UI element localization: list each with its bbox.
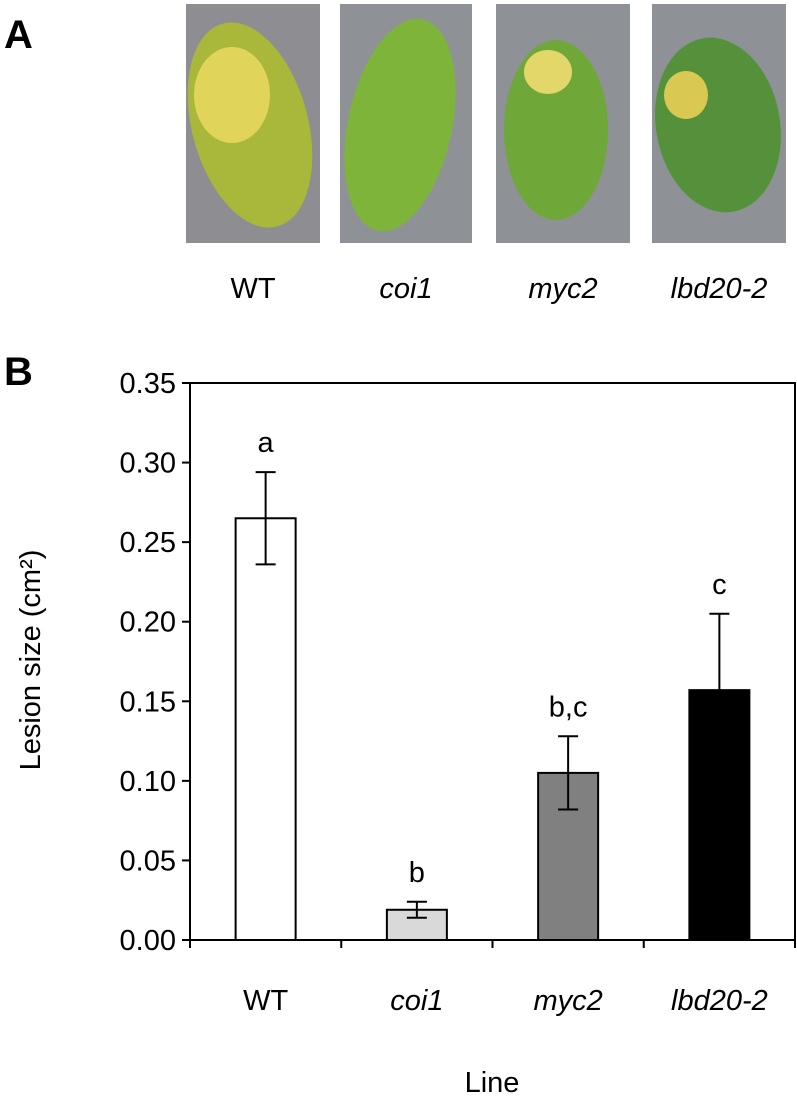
photo-label: coi1 <box>379 273 432 305</box>
significance-label: b <box>409 857 425 889</box>
leaf-photos <box>186 4 786 243</box>
x-tick-label: lbd20-2 <box>671 985 768 1017</box>
leaf <box>344 18 456 232</box>
y-tick-label: 0.05 <box>120 845 176 877</box>
y-axis-label: Lesion size (cm²) <box>15 550 47 771</box>
y-tick-label: 0.10 <box>120 766 176 798</box>
lesion <box>194 47 270 143</box>
lesion <box>524 50 572 94</box>
y-tick-label: 0.20 <box>120 607 176 639</box>
photo-label: lbd20-2 <box>671 273 768 305</box>
x-axis-label: Line <box>465 1067 520 1099</box>
significance-label: c <box>712 569 727 601</box>
y-tick-label: 0.25 <box>120 527 176 559</box>
lesion <box>664 71 708 119</box>
photo-label: myc2 <box>528 273 597 305</box>
y-tick-label: 0.35 <box>120 368 176 400</box>
x-tick-label: myc2 <box>533 985 602 1017</box>
y-tick-label: 0.15 <box>120 686 176 718</box>
significance-label: b,c <box>549 691 588 723</box>
y-tick-label: 0.30 <box>120 448 176 480</box>
bar <box>234 517 297 941</box>
photo-label: WT <box>230 273 275 305</box>
panel-label: A <box>4 13 33 57</box>
x-tick-label: WT <box>243 985 288 1017</box>
y-tick-label: 0.00 <box>120 925 176 957</box>
panel-label: B <box>4 350 33 394</box>
significance-label: a <box>258 427 275 459</box>
x-tick-label: coi1 <box>390 985 443 1017</box>
